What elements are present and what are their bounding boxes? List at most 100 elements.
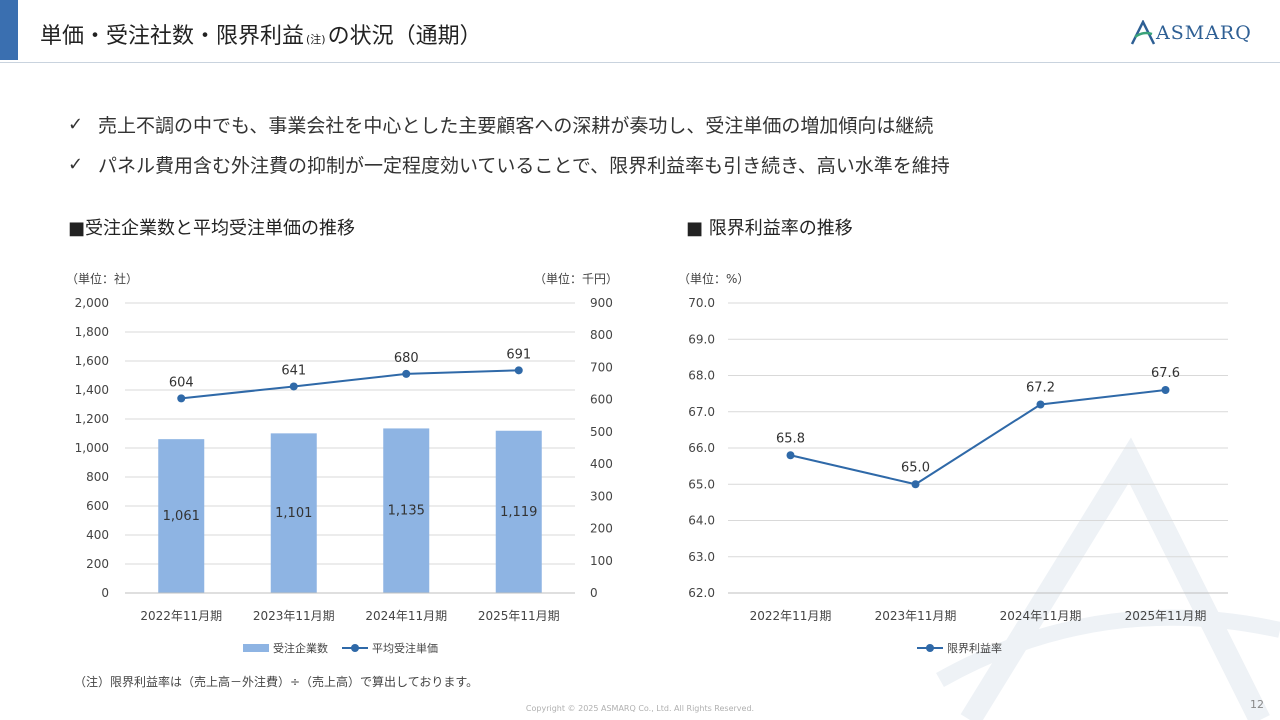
y-axis-tick-label: 67.0 [688, 405, 715, 419]
unit-price-data-label: 641 [281, 363, 306, 378]
title-bar: 単価・受注社数・限界利益 (注)の状況（通期） ASMARQ [0, 0, 1280, 63]
y-axis-tick-label: 62.0 [688, 586, 715, 600]
orders-chart-right-unit: （単位：千円） [534, 272, 619, 286]
x-axis-tick-label: 2024年11月期 [365, 609, 447, 623]
right-axis-tick-label: 100 [590, 554, 613, 568]
margin-line-chart: 62.0 63.0 64.0 65.0 66.0 67.0 68.0 69.0 70.0 2022… [688, 296, 1228, 623]
right-axis-tick-label: 700 [590, 360, 613, 374]
left-axis-tick-label: 1,200 [75, 412, 109, 426]
bar-data-label: 1,119 [500, 505, 537, 520]
y-axis-tick-label: 66.0 [688, 441, 715, 455]
right-axis-tick-label: 400 [590, 457, 613, 471]
margin-rate-point [1161, 386, 1170, 394]
x-axis-tick-label: 2022年11月期 [140, 609, 222, 623]
legend-label: 受注企業数 [273, 642, 328, 655]
x-axis-tick-label: 2024年11月期 [1000, 609, 1082, 623]
left-axis-tick-label: 1,000 [75, 441, 109, 455]
margin-rate-data-label: 65.8 [776, 431, 805, 446]
bar-data-label: 1,061 [163, 509, 200, 524]
orders-chart-legend: 受注企業数 平均受注単価 [243, 640, 452, 656]
unit-price-point [177, 394, 186, 403]
y-axis-tick-label: 65.0 [688, 477, 715, 491]
margin-rate-data-label: 67.6 [1151, 366, 1180, 381]
unit-price-data-label: 604 [169, 375, 194, 390]
bar [158, 439, 205, 593]
y-axis-tick-label: 63.0 [688, 550, 715, 564]
unit-price-data-label: 691 [506, 347, 531, 362]
legend-item-margin: 限界利益率 [917, 640, 1002, 656]
right-axis-tick-label: 300 [590, 489, 613, 503]
page-title-main: 単価・受注社数・限界利益 [40, 24, 305, 49]
y-axis-tick-label: 64.0 [688, 514, 715, 528]
margin-rate-data-label: 67.2 [1026, 381, 1055, 396]
margin-rate-point [1036, 400, 1045, 409]
bar [383, 428, 430, 593]
page-title-rest: の状況（通期） [327, 24, 482, 49]
legend-label: 平均受注単価 [372, 642, 438, 655]
unit-price-point [289, 382, 298, 391]
left-axis-tick-label: 1,400 [75, 383, 109, 397]
logo-mark-icon [1130, 20, 1156, 45]
legend-line-swatch [342, 644, 368, 652]
left-axis-tick-label: 600 [86, 499, 109, 513]
margin-chart-legend: 限界利益率 [917, 640, 1016, 656]
page-title: 単価・受注社数・限界利益 (注)の状況（通期） [40, 18, 482, 50]
margin-rate-point [786, 451, 795, 460]
check-icon: ✓ [68, 153, 84, 175]
unit-price-point [514, 366, 523, 375]
key-point-text: 売上不調の中でも、事業会社を中心とした主要顧客への深耕が奏功し、受注単価の増加傾… [98, 114, 934, 137]
key-points: ✓ 売上不調の中でも、事業会社を中心とした主要顧客への深耕が奏功し、受注単価の増… [68, 104, 950, 184]
bar-data-label: 1,101 [275, 506, 312, 521]
key-point-text: パネル費用含む外注費の抑制が一定程度効いていることで、限界利益率も引き続き、高い… [98, 154, 950, 177]
page-number: 12 [1250, 698, 1264, 711]
y-axis-tick-label: 69.0 [688, 332, 715, 346]
x-axis-tick-label: 2023年11月期 [875, 609, 957, 623]
right-axis-tick-label: 600 [590, 393, 613, 407]
margin-chart-title: ■ 限界利益率の推移 [686, 218, 853, 239]
key-point: ✓ 売上不調の中でも、事業会社を中心とした主要顧客への深耕が奏功し、受注単価の増… [68, 104, 950, 144]
page-title-note: (注) [306, 33, 326, 46]
left-axis-tick-label: 2,000 [75, 296, 109, 310]
orders-chart-left-unit: （単位：社） [66, 272, 139, 286]
key-point: ✓ パネル費用含む外注費の抑制が一定程度効いていることで、限界利益率も引き続き、… [68, 144, 950, 184]
right-axis-tick-label: 0 [590, 586, 598, 600]
copyright: Copyright © 2025 ASMARQ Co., Ltd. All Ri… [525, 704, 755, 713]
left-axis-tick-label: 400 [86, 528, 109, 542]
legend-item-companies: 受注企業数 [243, 640, 328, 656]
margin-rate-line [790, 389, 1166, 486]
x-axis-tick-label: 2023年11月期 [253, 609, 335, 623]
watermark-logo [936, 437, 1280, 720]
logo-text: ASMARQ [1156, 22, 1252, 44]
bar [270, 433, 317, 593]
unit-price-line [181, 369, 519, 400]
x-axis-tick-label: 2025年11月期 [478, 609, 560, 623]
margin-chart-unit: （単位：%） [678, 272, 750, 286]
bar [495, 430, 542, 593]
right-axis-tick-label: 900 [590, 296, 613, 310]
unit-price-point [402, 369, 411, 378]
left-axis-tick-label: 1,600 [75, 354, 109, 368]
bar-data-label: 1,135 [388, 504, 425, 519]
legend-label: 限界利益率 [947, 642, 1002, 655]
left-axis-tick-label: 1,800 [75, 325, 109, 339]
left-axis-tick-label: 800 [86, 470, 109, 484]
orders-chart-title: ■受注企業数と平均受注単価の推移 [68, 218, 356, 239]
right-axis-tick-label: 200 [590, 522, 613, 536]
legend-line-swatch [917, 644, 943, 652]
title-accent-bar [0, 0, 18, 60]
footnote: （注）限界利益率は（売上高－外注費）÷（売上高）で算出しております。 [74, 675, 479, 689]
margin-rate-point [911, 480, 920, 489]
legend-bar-swatch [243, 644, 269, 652]
legend-item-unit-price: 平均受注単価 [342, 640, 438, 656]
right-axis-tick-label: 500 [590, 425, 613, 439]
left-axis-tick-label: 200 [86, 557, 109, 571]
y-axis-tick-label: 68.0 [688, 369, 715, 383]
left-axis-tick-label: 0 [101, 586, 109, 600]
right-axis-tick-label: 800 [590, 328, 613, 342]
margin-rate-data-label: 65.0 [901, 460, 930, 475]
check-icon: ✓ [68, 113, 84, 135]
x-axis-tick-label: 2022年11月期 [750, 609, 832, 623]
y-axis-tick-label: 70.0 [688, 296, 715, 310]
x-axis-tick-label: 2025年11月期 [1125, 609, 1207, 623]
unit-price-data-label: 680 [394, 351, 419, 366]
